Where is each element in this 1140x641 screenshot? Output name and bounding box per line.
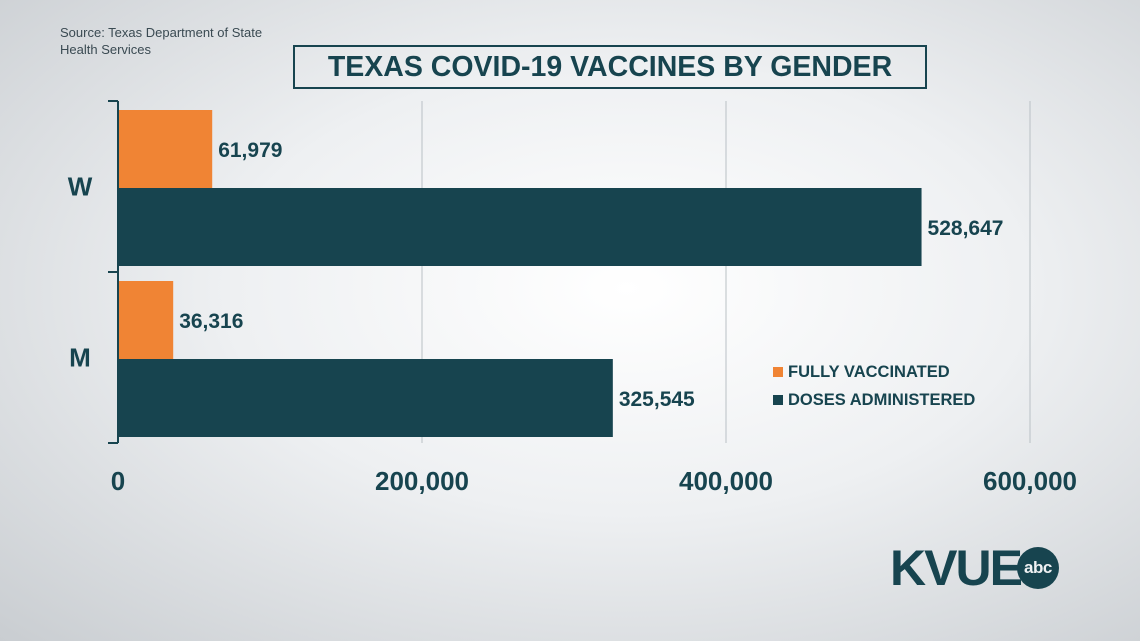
x-tick-label: 0	[111, 466, 125, 496]
logo-text: KVUE	[890, 540, 1023, 596]
category-label: W	[68, 172, 93, 202]
data-label: 61,979	[218, 139, 282, 162]
legend-item-doses-administered: DOSES ADMINISTERED	[773, 386, 975, 414]
legend-swatch-orange	[773, 367, 783, 377]
kvue-logo: KVUE abc	[890, 538, 1059, 598]
data-label: 325,545	[619, 388, 695, 411]
data-label: 528,647	[928, 217, 1004, 240]
x-tick-label: 400,000	[679, 466, 773, 496]
bar-doses-administered	[118, 359, 613, 437]
legend-label: DOSES ADMINISTERED	[788, 390, 976, 409]
legend-item-fully-vaccinated: FULLY VACCINATED	[773, 358, 975, 386]
bar-fully-vaccinated	[118, 281, 174, 359]
source-note: Source: Texas Department of State Health…	[60, 25, 263, 57]
chart-title: TEXAS COVID-19 VACCINES BY GENDER	[293, 45, 927, 89]
x-tick-label: 200,000	[375, 466, 469, 496]
data-label: 36,316	[179, 310, 243, 333]
legend-swatch-teal	[773, 395, 783, 405]
bar-fully-vaccinated	[118, 110, 213, 188]
category-label: M	[69, 343, 91, 373]
legend: FULLY VACCINATED DOSES ADMINISTERED	[773, 358, 975, 414]
legend-label: FULLY VACCINATED	[788, 362, 950, 381]
x-tick-label: 600,000	[983, 466, 1077, 496]
abc-badge: abc	[1016, 547, 1059, 589]
bar-doses-administered	[118, 188, 922, 266]
